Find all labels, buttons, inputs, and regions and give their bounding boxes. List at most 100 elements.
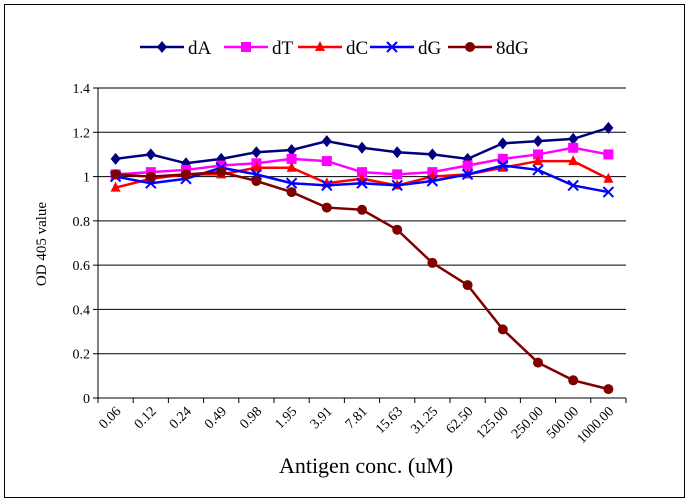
data-point [497,324,508,335]
legend-label: dG [418,38,442,59]
data-point [181,169,191,180]
x-tick-label: 0.06 [96,404,124,432]
data-point [321,135,332,148]
data-point [356,177,368,189]
x-marker-stroke [391,179,403,192]
data-point [497,159,509,172]
x-tick-label: 0.24 [167,404,195,432]
data-point [603,172,614,183]
data-point [603,121,614,134]
data-point [568,375,579,386]
series-8dg [110,167,614,395]
data-point [251,146,262,159]
data-point [603,384,614,395]
data-point [321,179,333,192]
y-tick-label: 1 [83,171,90,186]
data-point [427,257,438,268]
data-point [568,132,579,145]
x-tick-label: 31.25 [408,404,441,437]
legend-item-dg: dG [370,38,442,59]
legend-item-dc: dC [298,38,368,59]
series-da [110,121,614,170]
data-point [392,146,403,159]
data-point [110,152,121,165]
data-point [241,42,251,52]
data-point [462,160,473,171]
data-point [145,148,156,161]
x-axis-title: Antigen conc. (uM) [279,453,453,478]
data-point [392,169,403,180]
x-tick-label: 1.95 [272,404,300,432]
data-point [533,155,543,166]
legend-label: dC [346,38,368,59]
data-point [461,168,474,181]
legend-label: 8dG [496,38,529,59]
data-point [427,148,438,161]
data-point [533,135,543,148]
data-point [110,169,121,180]
data-point [426,175,439,187]
y-tick-label: 0.8 [73,215,91,230]
data-point [357,167,367,178]
y-tick-label: 1.2 [73,126,91,141]
x-tick-label: 0.98 [237,404,265,432]
data-point [462,280,473,291]
data-point [532,164,544,176]
data-point [216,160,227,171]
data-point [603,149,614,160]
legend: dA dT dC dG 8dG [140,38,529,59]
x-marker-stroke [285,177,298,189]
data-point [286,161,297,172]
data-point [602,186,615,198]
x-tick-label: 15.63 [373,404,406,437]
data-point [251,176,262,186]
x-tick-label: 62.50 [444,404,477,437]
data-point [465,42,475,52]
x-marker-stroke [461,168,474,181]
x-tick-label: 125.00 [474,404,512,442]
x-tick-label: 1000.00 [574,404,617,447]
x-marker-stroke [426,175,439,187]
y-tick-label: 0.6 [73,259,91,274]
x-tick-label: 7.81 [343,404,371,432]
data-point [568,142,579,153]
data-point [321,156,332,167]
data-point [533,357,543,368]
data-point [251,161,262,172]
data-point [357,141,367,154]
data-point [321,202,332,213]
x-marker-stroke [321,179,333,192]
data-point [497,153,508,164]
data-point [497,137,508,150]
data-point [286,144,297,156]
data-point [357,204,367,215]
data-point [286,187,297,198]
data-point [285,177,298,189]
data-point [392,224,403,235]
x-marker-stroke [497,159,509,172]
data-point [216,167,227,178]
x-marker-stroke [386,41,398,53]
legend-item-dt: dT [224,38,294,59]
data-point [110,181,121,192]
plot-area: 0 0.2 0.4 0.6 0.8 1 1.2 1.4 0.06 0.12 0.24 0.49 0.98… [73,82,627,447]
data-point [286,153,297,164]
x-marker-stroke [602,186,615,198]
series-line [115,170,609,391]
data-point [391,179,403,192]
data-point [157,41,167,53]
data-point [386,41,398,53]
x-tick-label: 0.12 [132,404,160,432]
data-point [533,149,543,160]
chart-frame [4,4,685,498]
data-point [568,155,579,166]
x-tick-label: 0.49 [202,404,230,432]
legend-item-8dg: 8dG [448,38,529,59]
y-tick-label: 1.4 [73,82,91,97]
legend-label: dT [272,38,294,59]
legend-label: dA [188,38,212,59]
data-point [315,41,325,51]
y-axis-title: OD 405 value [34,202,50,286]
legend-item-da: dA [140,38,212,59]
